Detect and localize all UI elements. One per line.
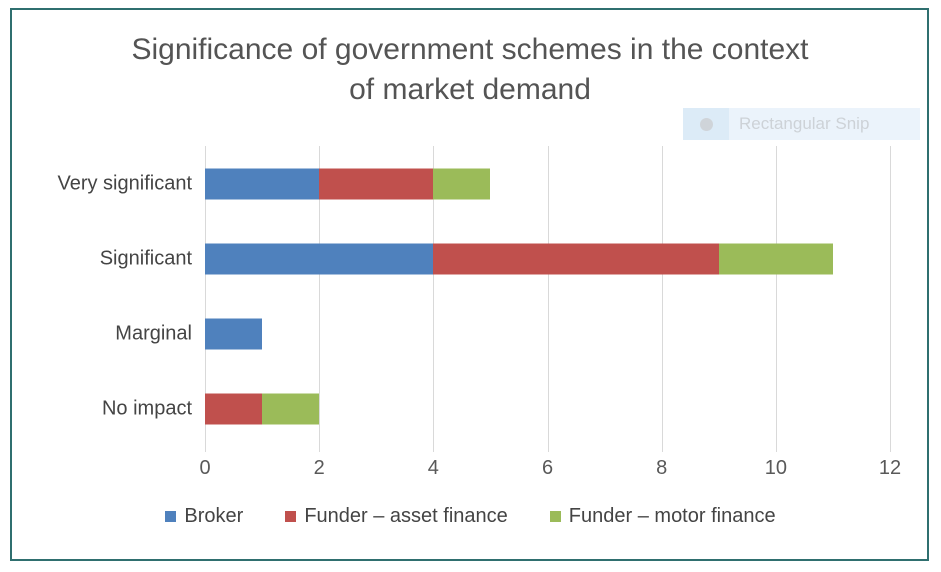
bar-row-no-impact: No impact <box>102 371 890 446</box>
snip-bullet-area <box>683 108 729 140</box>
x-tick-label: 12 <box>878 457 902 479</box>
legend: Broker Funder – asset finance Funder – mot… <box>0 505 941 528</box>
bar-row-marginal: Marginal <box>115 296 890 371</box>
legend-swatch-icon <box>549 511 561 522</box>
x-axis: 0 2 4 6 8 10 12 <box>199 457 901 483</box>
legend-label: Funder – motor finance <box>568 505 776 527</box>
gridline <box>205 146 206 452</box>
circle-icon <box>699 117 713 131</box>
bar-row-significant: Significant <box>100 221 890 296</box>
gridline <box>775 146 777 452</box>
snip-tooltip: Rectangular Snip <box>683 108 920 140</box>
bar-segment-broker <box>205 243 434 274</box>
bar-segment-funder-motor-finance <box>262 393 320 424</box>
snip-tooltip-label: Rectangular Snip <box>729 108 920 140</box>
legend-label: Broker <box>184 505 244 527</box>
category-label: Significant <box>99 247 192 269</box>
chart-title: Significance of government schemes in th… <box>131 33 809 106</box>
bar-segment-funder-asset-finance <box>319 168 434 199</box>
gridline <box>890 146 891 452</box>
bar-stack <box>205 318 890 349</box>
legend-item-funder-asset-finance: Funder – asset finance <box>285 505 508 528</box>
x-tick-label: 4 <box>427 457 439 479</box>
gridline <box>661 146 663 452</box>
legend-item-funder-motor-finance: Funder – motor finance <box>549 505 776 528</box>
bar-segment-funder-motor-finance <box>718 243 833 274</box>
bar-stack <box>205 393 890 424</box>
category-label: No impact <box>101 397 192 419</box>
plot-area: Very significant Significant Marginal No im… <box>57 146 891 452</box>
legend-swatch-icon <box>165 511 177 522</box>
gridline <box>433 146 435 452</box>
x-tick-label: 2 <box>313 457 325 479</box>
bar-stack <box>205 168 890 199</box>
bar-segment-funder-motor-finance <box>433 168 491 199</box>
x-tick-label: 0 <box>199 457 211 479</box>
bar-segment-funder-asset-finance <box>205 393 263 424</box>
legend-label: Funder – asset finance <box>304 505 508 527</box>
bar-segment-broker <box>205 168 320 199</box>
legend-swatch-icon <box>285 511 297 522</box>
x-tick-label: 8 <box>656 457 668 479</box>
bar-row-very-significant: Very significant <box>57 146 890 221</box>
gridline <box>547 146 549 452</box>
x-tick-label: 6 <box>541 457 554 479</box>
bar-stack <box>205 243 890 274</box>
gridline <box>319 146 321 452</box>
category-label: Marginal <box>115 322 192 344</box>
legend-item-broker: Broker <box>165 505 243 528</box>
bar-segment-broker <box>205 318 263 349</box>
category-label: Very significant <box>57 172 192 194</box>
x-tick-label: 10 <box>764 457 787 479</box>
bar-segment-funder-asset-finance <box>433 243 719 274</box>
